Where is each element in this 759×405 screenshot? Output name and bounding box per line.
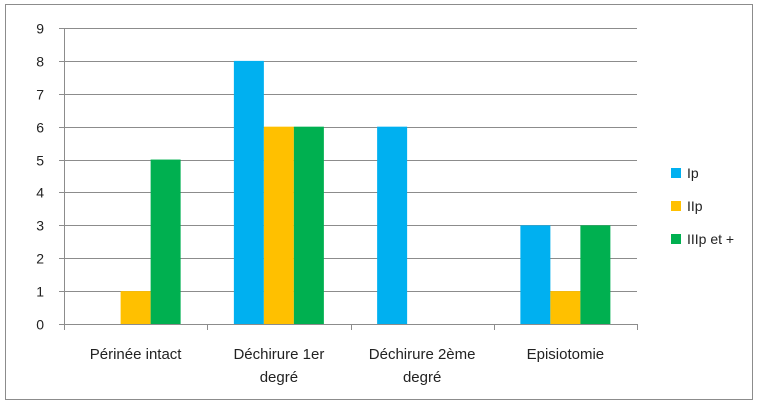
bar-iip-3 — [550, 291, 581, 324]
legend-swatch — [671, 201, 681, 211]
x-category-label: degré — [260, 369, 298, 386]
y-tick-label: 6 — [36, 120, 44, 136]
bar-ip-2 — [377, 126, 408, 325]
bar-ip-1 — [233, 60, 264, 325]
gridlines — [64, 28, 637, 292]
bar-iiip-et--3 — [580, 225, 611, 324]
bar-iiip-et--1 — [293, 126, 324, 325]
y-tick-labels: 0 1 2 3 4 5 6 7 8 9 — [36, 21, 44, 333]
y-tick-label: 4 — [36, 185, 44, 201]
x-category-label: Déchirure 1er — [233, 346, 324, 363]
x-category-label: Episiotomie — [527, 346, 605, 363]
bar-iiip-et--0 — [150, 159, 181, 324]
bars — [120, 60, 611, 325]
bar-ip-3 — [520, 225, 551, 324]
legend: Ip IIp IIIp et + — [671, 165, 734, 247]
bar-iip-1 — [263, 126, 294, 325]
legend-label: IIIp et + — [687, 231, 734, 247]
axes — [59, 28, 638, 330]
y-tick-label: 1 — [36, 284, 44, 300]
legend-label: IIp — [687, 198, 703, 214]
bar-iip-0 — [120, 291, 151, 324]
x-category-label: Déchirure 2ème — [369, 346, 476, 363]
legend-label: Ip — [687, 165, 699, 181]
y-tick-label: 0 — [36, 317, 44, 333]
x-category-label: degré — [403, 369, 441, 386]
category-labels: Périnée intact Déchirure 1er degré Déchirur… — [90, 346, 604, 386]
x-category-label: Périnée intact — [90, 346, 183, 363]
y-tick-label: 5 — [36, 153, 44, 169]
y-tick-label: 8 — [36, 54, 44, 70]
y-tick-label: 7 — [36, 87, 44, 103]
y-tick-label: 3 — [36, 218, 44, 234]
legend-swatch — [671, 168, 681, 178]
legend-swatch — [671, 234, 681, 244]
y-tick-label: 2 — [36, 251, 44, 267]
y-tick-label: 9 — [36, 21, 44, 37]
